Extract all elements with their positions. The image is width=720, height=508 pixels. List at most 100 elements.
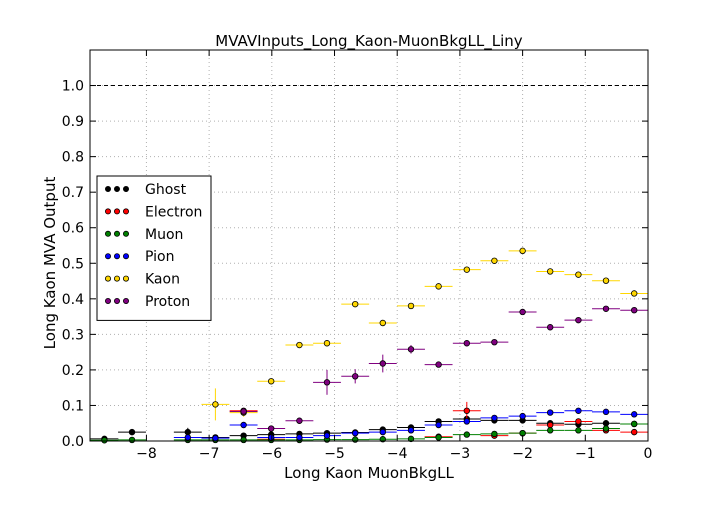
data-point (435, 421, 442, 429)
data-point (602, 305, 610, 312)
data-layer (90, 247, 649, 444)
data-point (546, 268, 554, 275)
data-point (463, 418, 471, 425)
data-point (352, 429, 359, 437)
x-tick-label: −2 (512, 446, 533, 462)
data-point (267, 434, 275, 441)
y-tick-label: 0.7 (62, 185, 84, 201)
series-pion (173, 407, 649, 442)
legend-entry-electron: Electron (105, 204, 202, 220)
data-point (379, 360, 386, 367)
data-point (602, 425, 610, 432)
data-point (296, 417, 303, 424)
data-point (184, 428, 192, 436)
data-point (575, 427, 582, 434)
legend-marker (105, 185, 112, 192)
legend-label: Kaon (145, 272, 180, 288)
x-axis-label: Long Kaon MuonBkgLL (284, 464, 454, 482)
data-point (491, 414, 498, 422)
x-tick-label: −1 (575, 446, 596, 462)
legend-entry-kaon: Kaon (105, 272, 180, 288)
legend-marker (123, 253, 130, 260)
data-point (463, 266, 471, 273)
data-point (435, 434, 442, 441)
data-point (602, 408, 610, 416)
data-point (128, 436, 136, 444)
data-point (128, 428, 136, 436)
legend-label: Ghost (145, 182, 187, 198)
legend-label: Pion (145, 249, 174, 265)
data-point (267, 378, 275, 385)
data-point (631, 428, 638, 436)
data-point (352, 436, 359, 443)
series-kaon (201, 247, 649, 421)
data-point (546, 409, 554, 416)
legend-marker (123, 275, 130, 282)
legend-marker (123, 297, 130, 304)
data-point (323, 340, 331, 347)
legend-label: Proton (145, 294, 190, 310)
legend-marker (114, 275, 121, 282)
y-tick-label: 0.5 (62, 256, 84, 272)
legend-marker (114, 230, 121, 237)
data-point (491, 338, 498, 346)
legend-marker (105, 208, 112, 215)
data-point (602, 277, 610, 284)
data-point (491, 257, 498, 264)
y-tick-label: 0.2 (62, 363, 84, 379)
legend-entry-ghost: Ghost (105, 182, 187, 198)
axes: −8 −7 −6 −5 −4 −3 −2 −1 0 0.0 0.1 0.2 0.3 0.4 0.5 0.6 0.… (62, 49, 652, 462)
data-point (575, 407, 582, 414)
data-point (323, 432, 331, 439)
legend-marker (123, 208, 130, 215)
y-axis-label: Long Kaon MVA Output (41, 177, 59, 350)
x-tick-label: −4 (387, 446, 408, 462)
data-point (296, 434, 303, 441)
data-point (379, 319, 386, 327)
legend-marker (114, 297, 121, 304)
legend-marker (105, 230, 112, 237)
y-tick-label: 0.1 (62, 398, 84, 414)
data-point (631, 306, 638, 314)
data-point (631, 411, 638, 418)
y-tick-label: 0.8 (62, 150, 84, 166)
legend-marker (123, 230, 130, 237)
y-tick-label: 0.9 (62, 114, 84, 130)
legend-label: Muon (145, 227, 183, 243)
data-point (240, 408, 247, 415)
legend-marker (114, 185, 121, 192)
data-point (546, 421, 554, 429)
legend-label: Electron (145, 204, 202, 220)
y-tick-label: 0.4 (62, 292, 84, 308)
chart-title: MVAVInputs_Long_Kaon-MuonBkgLL_Liny (215, 32, 522, 51)
data-point (575, 271, 582, 278)
data-point (212, 401, 219, 408)
data-point (602, 420, 610, 427)
data-point (575, 316, 582, 324)
legend-entry-muon: Muon (105, 227, 183, 243)
data-point (323, 379, 331, 386)
data-point (631, 290, 638, 297)
data-point (101, 437, 108, 444)
data-point (435, 361, 442, 368)
data-point (519, 247, 526, 255)
data-point (463, 340, 471, 347)
data-point (184, 434, 192, 441)
x-tick-label: −3 (450, 446, 471, 462)
legend-marker (105, 253, 112, 260)
data-point (435, 283, 442, 290)
data-point (352, 300, 359, 308)
data-point (519, 308, 526, 316)
plot-frame (89, 49, 649, 442)
y-tick-label: 0.3 (62, 327, 84, 343)
legend-marker (105, 297, 112, 304)
legend-marker (123, 185, 130, 192)
data-point (575, 418, 582, 425)
legend-marker (114, 253, 121, 260)
x-tick-label: −8 (136, 446, 157, 462)
data-point (240, 421, 247, 429)
legend-marker (114, 208, 121, 215)
data-point (296, 341, 303, 349)
